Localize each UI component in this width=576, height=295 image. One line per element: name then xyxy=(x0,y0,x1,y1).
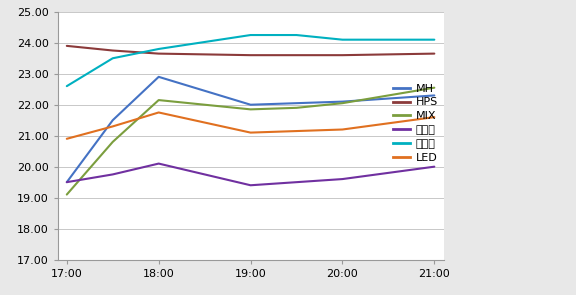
신광원 xyxy=(431,38,438,42)
HPS xyxy=(293,53,300,57)
무처리 xyxy=(109,173,116,176)
신광원 xyxy=(293,33,300,37)
MIX xyxy=(155,98,162,102)
LED xyxy=(431,115,438,119)
무처리 xyxy=(63,181,70,184)
MIX xyxy=(109,140,116,144)
무처리 xyxy=(431,165,438,168)
무처리 xyxy=(155,162,162,165)
HPS xyxy=(63,44,70,48)
HPS xyxy=(339,53,346,57)
MH xyxy=(293,101,300,105)
MIX xyxy=(293,106,300,109)
Line: MIX: MIX xyxy=(67,88,434,194)
Line: LED: LED xyxy=(67,112,434,139)
LED xyxy=(109,125,116,128)
LED xyxy=(339,128,346,131)
HPS xyxy=(155,52,162,55)
Line: MH: MH xyxy=(67,77,434,182)
HPS xyxy=(431,52,438,55)
무처리 xyxy=(339,177,346,181)
신광원 xyxy=(155,47,162,51)
신광원 xyxy=(339,38,346,42)
LED xyxy=(155,111,162,114)
MIX xyxy=(431,86,438,89)
신광원 xyxy=(63,84,70,88)
Line: 무처리: 무처리 xyxy=(67,163,434,185)
신광원 xyxy=(247,33,254,37)
MH xyxy=(431,94,438,97)
LED xyxy=(63,137,70,141)
HPS xyxy=(247,53,254,57)
LED xyxy=(247,131,254,134)
MH xyxy=(247,103,254,106)
Legend: MH, HPS, MIX, 무처리, 신광원, LED: MH, HPS, MIX, 무처리, 신광원, LED xyxy=(393,83,438,163)
MIX xyxy=(339,101,346,105)
MH xyxy=(339,100,346,103)
Line: HPS: HPS xyxy=(67,46,434,55)
MH xyxy=(63,181,70,184)
Line: 신광원: 신광원 xyxy=(67,35,434,86)
MIX xyxy=(63,193,70,196)
LED xyxy=(293,129,300,133)
MIX xyxy=(247,108,254,111)
신광원 xyxy=(109,57,116,60)
MH xyxy=(155,75,162,79)
무처리 xyxy=(247,183,254,187)
MH xyxy=(109,118,116,122)
HPS xyxy=(109,49,116,52)
무처리 xyxy=(293,181,300,184)
